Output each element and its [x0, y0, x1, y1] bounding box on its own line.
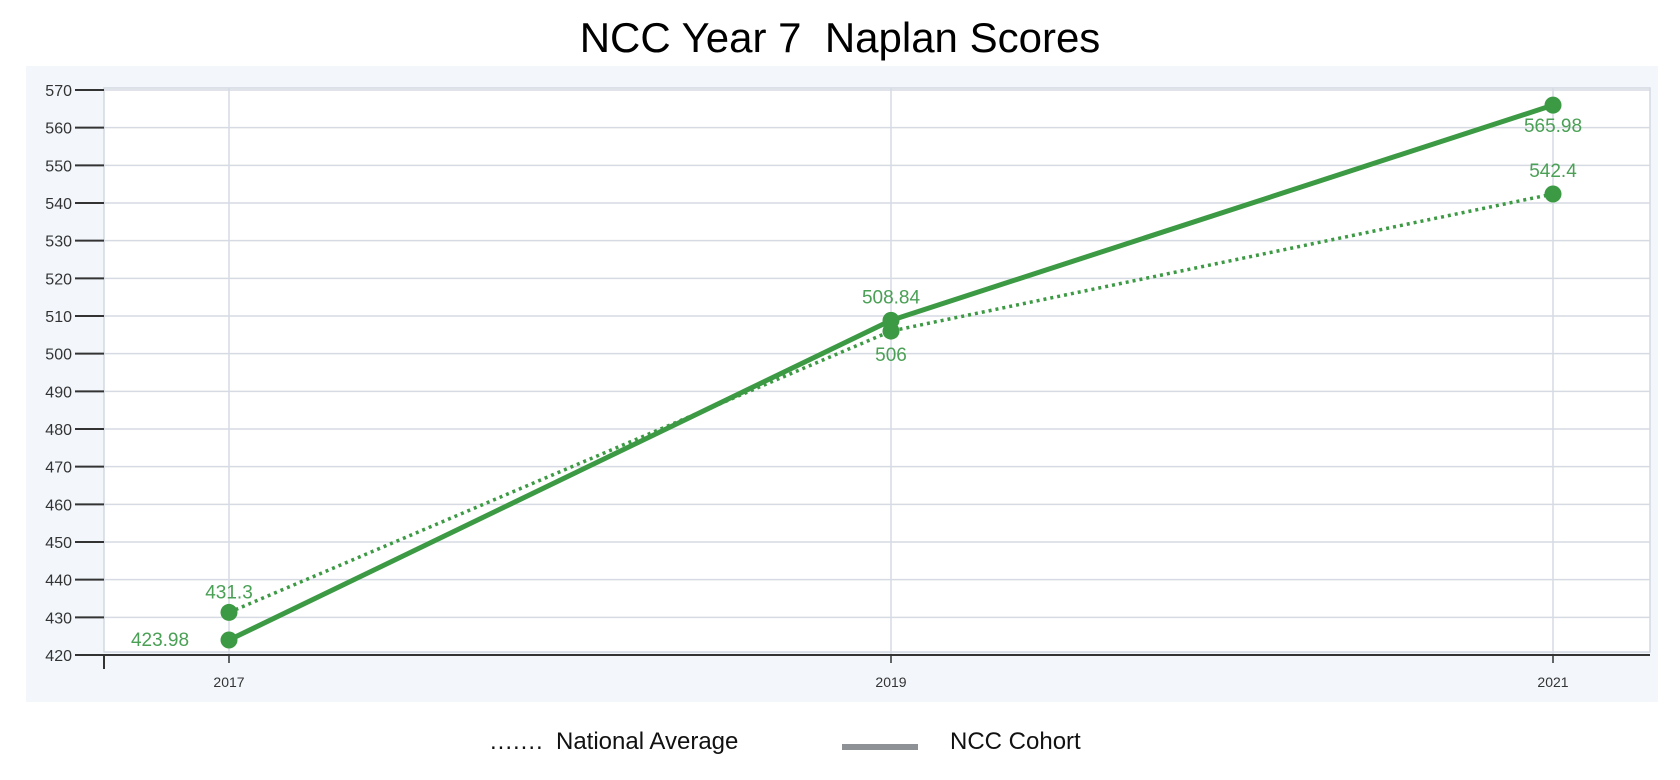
data-labels: 431.3 506 542.4 423.98 508.84 565.98 — [131, 116, 1582, 651]
chart-title: NCC Year 7 Naplan Scores — [579, 14, 1101, 61]
y-tick-label: 510 — [45, 309, 72, 326]
y-tick-label: 430 — [45, 610, 72, 627]
y-axis: 420 430 440 450 460 470 480 490 500 510 520 530 540 5… — [45, 83, 104, 665]
y-tick-label: 440 — [45, 573, 72, 590]
data-label-national-average: 542.4 — [1529, 161, 1577, 182]
grid-lines — [104, 88, 1650, 655]
y-tick-label: 470 — [45, 460, 72, 477]
data-point-national-average — [220, 603, 238, 621]
x-tick-label: 2017 — [213, 674, 244, 690]
y-tick-label: 520 — [45, 271, 72, 288]
y-tick-label: 560 — [45, 121, 72, 138]
y-tick-label: 460 — [45, 497, 72, 514]
data-label-ncc-cohort: 565.98 — [1524, 116, 1582, 137]
legend-national-average-marker: ....... — [490, 728, 544, 755]
series-line-national-average — [228, 192, 1554, 615]
y-tick-label: 570 — [45, 83, 72, 100]
x-tick-label: 2019 — [875, 674, 906, 690]
y-tick-label: 540 — [45, 196, 72, 213]
plot-area — [103, 87, 1651, 653]
legend-ncc-cohort-marker — [842, 744, 918, 750]
y-tick-label: 490 — [45, 384, 72, 401]
y-tick-label: 450 — [45, 535, 72, 552]
y-tick-label: 500 — [45, 347, 72, 364]
data-point-ncc-cohort — [1544, 96, 1562, 114]
y-tick-label: 480 — [45, 422, 72, 439]
series-layer — [220, 96, 1562, 649]
y-tick-label: 530 — [45, 234, 72, 251]
y-tick-label: 550 — [45, 158, 72, 175]
data-point-ncc-cohort — [220, 631, 238, 649]
legend-ncc-cohort-label: NCC Cohort — [950, 728, 1081, 755]
data-point-national-average — [1544, 185, 1562, 203]
data-label-national-average: 506 — [875, 345, 907, 366]
data-label-national-average: 431.3 — [205, 582, 253, 603]
x-axis: 2017 2019 2021 — [75, 654, 1650, 690]
data-label-ncc-cohort: 508.84 — [862, 287, 921, 308]
data-label-ncc-cohort: 423.98 — [131, 630, 189, 651]
y-tick-label: 420 — [45, 648, 72, 665]
data-point-ncc-cohort — [882, 311, 900, 329]
legend-national-average-label: National Average — [556, 728, 739, 755]
x-tick-label: 2021 — [1537, 674, 1568, 690]
